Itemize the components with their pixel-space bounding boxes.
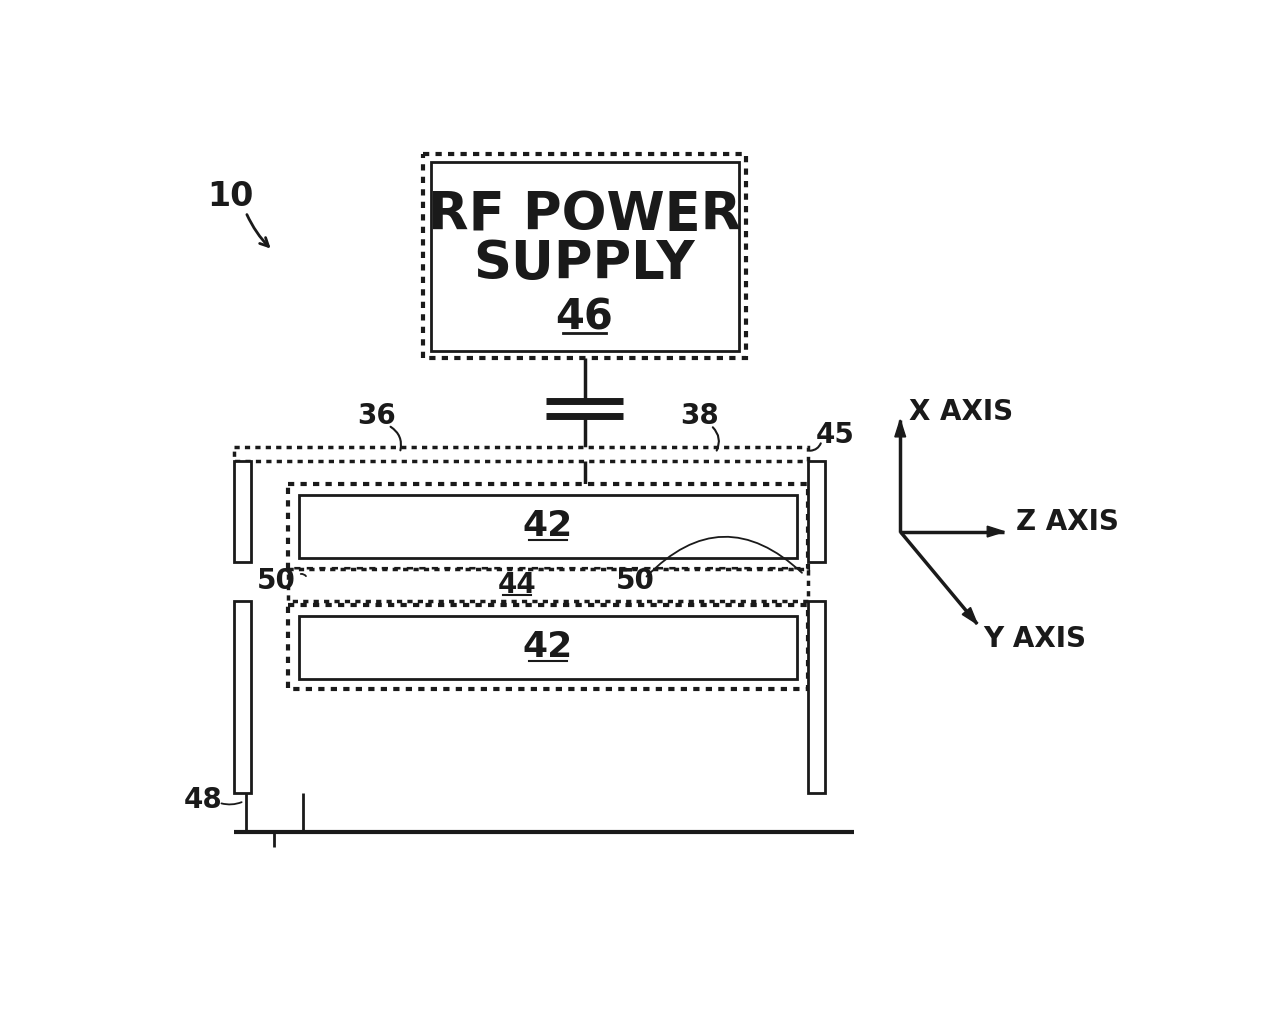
Bar xyxy=(299,615,797,679)
Bar xyxy=(234,601,251,793)
Text: 50: 50 xyxy=(256,567,296,595)
Bar xyxy=(299,495,797,558)
Polygon shape xyxy=(962,607,978,624)
Text: 48: 48 xyxy=(184,785,222,814)
Text: 38: 38 xyxy=(681,402,720,430)
Bar xyxy=(234,447,808,461)
Text: X AXIS: X AXIS xyxy=(909,398,1014,426)
Text: Z AXIS: Z AXIS xyxy=(1015,508,1119,536)
Bar xyxy=(288,484,808,569)
Text: SUPPLY: SUPPLY xyxy=(474,239,696,290)
Bar xyxy=(288,569,808,601)
Text: 42: 42 xyxy=(523,509,573,543)
Text: 50: 50 xyxy=(615,567,654,595)
Text: 42: 42 xyxy=(523,630,573,664)
Bar xyxy=(423,154,746,358)
Text: Y AXIS: Y AXIS xyxy=(984,626,1086,653)
Text: 36: 36 xyxy=(357,402,397,430)
Polygon shape xyxy=(988,526,1004,537)
Bar xyxy=(234,461,251,563)
Polygon shape xyxy=(895,420,906,437)
Text: 10: 10 xyxy=(207,180,254,213)
Bar xyxy=(808,601,825,793)
Text: RF POWER: RF POWER xyxy=(428,189,741,242)
Bar xyxy=(808,461,825,563)
Text: 46: 46 xyxy=(556,296,614,339)
Bar xyxy=(288,605,808,689)
Bar xyxy=(431,162,739,351)
Text: 45: 45 xyxy=(816,421,854,450)
Text: 44: 44 xyxy=(498,571,537,599)
